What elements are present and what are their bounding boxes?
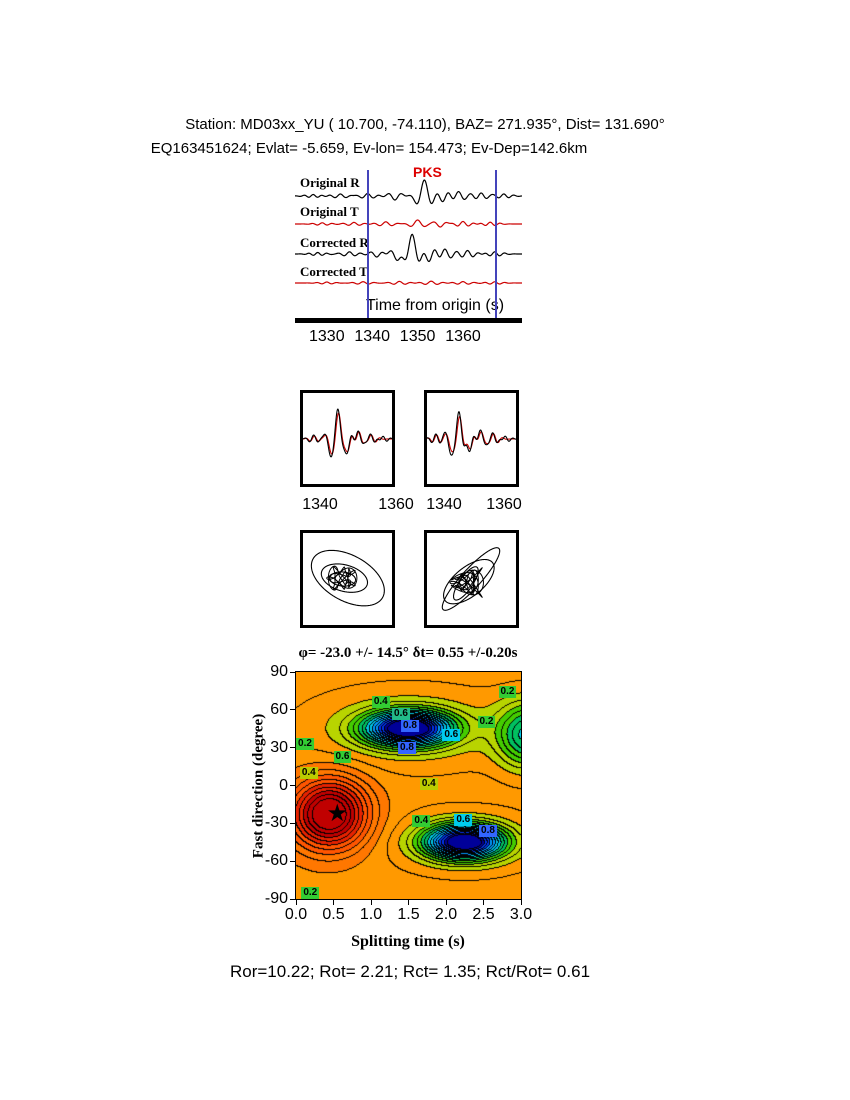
trace-corrected-t bbox=[295, 280, 522, 285]
window-tick-label: 1340 bbox=[426, 496, 462, 513]
windowed-trace-r bbox=[303, 408, 392, 458]
particle-motion-scribble bbox=[449, 567, 484, 598]
trace-label: Original T bbox=[300, 204, 359, 219]
x-tick-label: 2.0 bbox=[434, 906, 458, 923]
time-tick-label: 1340 bbox=[354, 328, 390, 345]
x-tick-label: 1.0 bbox=[359, 906, 383, 923]
misfit-contour-plot: ★ 0.2 0.6 0.4 0.4 0.6 0.8 0.8 0.6 0.2 0.2 0.4 0.4 0.6… bbox=[295, 671, 522, 900]
analysis-window-marker bbox=[494, 170, 497, 318]
contour-label: 0.6 bbox=[442, 729, 461, 742]
waveform-panel: PKS Time from origin (s) Original R Origi… bbox=[295, 164, 522, 353]
contour-label: 0.8 bbox=[479, 824, 497, 837]
y-tick-mark bbox=[290, 860, 295, 862]
x-tick-mark bbox=[483, 900, 484, 905]
y-tick-mark bbox=[290, 747, 295, 749]
x-tick-mark bbox=[295, 900, 297, 905]
particle-motion-curve bbox=[443, 558, 495, 605]
y-tick-mark bbox=[290, 822, 295, 824]
particle-motion-plot-original bbox=[310, 549, 385, 607]
y-tick-label: -30 bbox=[264, 814, 288, 832]
y-tick-label: 60 bbox=[270, 700, 288, 718]
windowed-trace-t bbox=[303, 412, 392, 455]
windowed-waveform-box-corrected bbox=[424, 390, 519, 487]
seismogram-plot bbox=[295, 179, 522, 285]
y-tick-mark bbox=[290, 709, 295, 711]
trace-label: Original R bbox=[300, 175, 360, 190]
y-tick-mark bbox=[290, 898, 295, 900]
particle-motion-curve bbox=[441, 547, 501, 611]
quality-stats: Ror=10.22; Rot= 2.21; Rct= 1.35; Rct/Rot… bbox=[229, 962, 591, 981]
y-tick-label: 90 bbox=[270, 663, 288, 680]
window-tick-label: 1360 bbox=[378, 496, 414, 513]
event-header: EQ163451624; Evlat= -5.659, Ev-lon= 154.… bbox=[150, 140, 588, 157]
particle-motion-plot-corrected bbox=[441, 547, 501, 611]
time-axis bbox=[295, 318, 522, 323]
contour-label: 0.4 bbox=[412, 814, 431, 827]
contour-label: 0.6 bbox=[392, 707, 410, 720]
windowed-waveform-plot-corrected bbox=[427, 411, 516, 456]
windowed-trace-r bbox=[427, 411, 516, 456]
window-tick-label: 1360 bbox=[486, 496, 522, 513]
contour-label: 0.8 bbox=[401, 720, 419, 733]
particle-motion-box-corrected bbox=[424, 530, 519, 628]
x-tick-label: 0.0 bbox=[284, 906, 308, 923]
contour-label: 0.4 bbox=[371, 696, 390, 709]
y-axis-label: Fast direction (degree) bbox=[250, 713, 267, 859]
contour-label: 0.6 bbox=[333, 750, 352, 763]
y-tick-label: -90 bbox=[264, 890, 288, 907]
contour-canvas bbox=[296, 672, 521, 899]
time-tick-label: 1330 bbox=[309, 328, 345, 345]
time-axis-label: Time from origin (s) bbox=[365, 297, 505, 314]
particle-motion-scribble bbox=[326, 565, 358, 591]
contour-label: 0.2 bbox=[498, 686, 517, 699]
contour-label: 0.2 bbox=[296, 737, 314, 750]
y-tick-mark bbox=[290, 785, 295, 786]
particle-motion-curve bbox=[320, 563, 369, 593]
x-tick-label: 0.5 bbox=[322, 906, 345, 923]
x-tick-label: 3.0 bbox=[509, 906, 533, 923]
station-header: Station: MD03xx_YU ( 10.700, -74.110), B… bbox=[185, 116, 665, 133]
trace-corrected-r bbox=[295, 233, 522, 263]
x-tick-mark bbox=[520, 900, 522, 905]
trace-original-t bbox=[295, 219, 522, 228]
windowed-waveform-box-original bbox=[300, 390, 395, 487]
windowed-waveform-plot-original bbox=[303, 408, 392, 458]
contour-label: 0.4 bbox=[299, 766, 318, 779]
y-tick-label: 30 bbox=[270, 738, 288, 756]
trace-label: Corrected T bbox=[300, 264, 368, 279]
contour-label: 0.2 bbox=[301, 886, 320, 899]
trace-label: Corrected R bbox=[300, 235, 369, 250]
contour-label: 0.2 bbox=[477, 716, 496, 729]
analysis-window-marker bbox=[366, 170, 369, 318]
y-tick-label: 0 bbox=[279, 776, 288, 794]
y-tick-mark bbox=[290, 671, 295, 673]
x-tick-mark bbox=[333, 900, 334, 905]
time-tick-label: 1360 bbox=[445, 328, 481, 345]
x-tick-label: 1.5 bbox=[397, 906, 420, 923]
contour-label: 0.8 bbox=[398, 741, 416, 754]
x-tick-mark bbox=[445, 900, 447, 905]
phase-label-pks: PKS bbox=[413, 164, 442, 180]
best-fit-star-icon: ★ bbox=[326, 799, 349, 827]
x-axis-label: Splitting time (s) bbox=[351, 933, 465, 950]
contour-label: 0.6 bbox=[454, 813, 473, 826]
x-tick-mark bbox=[370, 900, 372, 905]
particle-motion-box-original bbox=[300, 530, 395, 628]
particle-motion-curve bbox=[310, 549, 385, 607]
x-tick-mark bbox=[408, 900, 409, 905]
splitting-result-title: φ= -23.0 +/- 14.5° δt= 0.55 +/-0.20s bbox=[298, 645, 518, 661]
contour-label: 0.4 bbox=[419, 778, 438, 791]
y-tick-label: -60 bbox=[264, 852, 288, 870]
x-tick-label: 2.5 bbox=[472, 906, 495, 923]
trace-original-r bbox=[295, 179, 522, 205]
time-tick-label: 1350 bbox=[399, 328, 436, 345]
window-tick-label: 1340 bbox=[302, 496, 338, 513]
